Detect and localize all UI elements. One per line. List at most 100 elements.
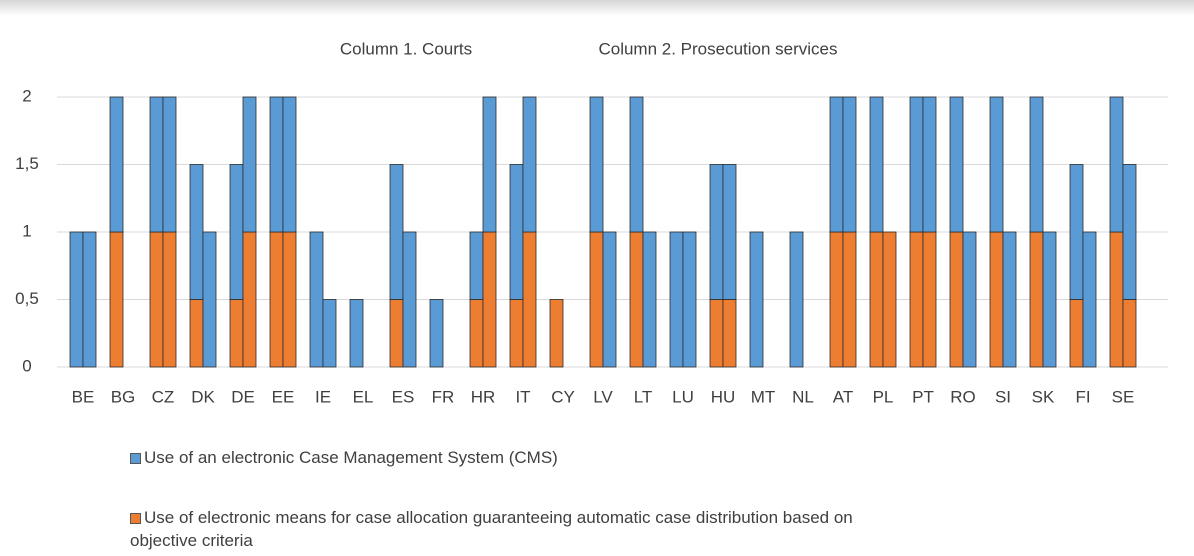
bar-segment xyxy=(1029,96,1044,233)
legend-item: Use of electronic means for case allocat… xyxy=(130,506,890,552)
bar-segment xyxy=(909,96,924,233)
bar-segment xyxy=(589,231,604,368)
y-tick-label: 1 xyxy=(22,221,31,240)
bar-segment xyxy=(282,231,297,368)
bar-segment xyxy=(482,96,497,233)
x-tick-label: IT xyxy=(515,387,530,406)
x-tick-label: HU xyxy=(711,387,736,406)
legend-item: Use of an electronic Case Management Sys… xyxy=(130,446,890,469)
bar-segment xyxy=(69,231,84,368)
x-tick-label: EL xyxy=(353,387,374,406)
x-tick-label: HR xyxy=(471,387,496,406)
bar-segment xyxy=(389,164,404,300)
legend-swatch xyxy=(130,453,141,464)
bar-segment xyxy=(269,96,284,233)
x-tick-label: ES xyxy=(392,387,415,406)
bar-segment xyxy=(469,299,484,368)
bar-segment xyxy=(149,231,164,368)
bar-segment xyxy=(322,299,337,368)
column-header: Column 2. Prosecution services xyxy=(598,39,837,58)
bar-segment xyxy=(842,96,857,233)
legend-label: Use of electronic means for case allocat… xyxy=(130,508,853,550)
bar-segment xyxy=(242,231,257,368)
bar-segment xyxy=(149,96,164,233)
bar-segment xyxy=(709,299,724,368)
bar-segment xyxy=(1082,231,1097,368)
bar-segment xyxy=(869,96,884,233)
bar-segment xyxy=(242,96,257,233)
y-tick-label: 2 xyxy=(22,86,31,105)
bar-segment xyxy=(589,96,604,233)
legend-label: Use of an electronic Case Management Sys… xyxy=(144,448,558,467)
bar-segment xyxy=(109,231,124,368)
x-tick-label: SI xyxy=(995,387,1011,406)
x-tick-label: FR xyxy=(432,387,455,406)
bar-segment xyxy=(869,231,884,368)
bar-segment xyxy=(949,96,964,233)
bar-segment xyxy=(482,231,497,368)
x-tick-label: LV xyxy=(593,387,613,406)
bar-segment xyxy=(549,299,564,368)
bar-segment xyxy=(229,299,244,368)
bar-segment xyxy=(962,231,977,368)
bar-segment xyxy=(1069,299,1084,368)
x-tick-label: PL xyxy=(873,387,894,406)
bar-segment xyxy=(429,299,444,368)
bar-segment xyxy=(1109,231,1124,368)
bar-segment xyxy=(909,231,924,368)
bar-segment xyxy=(922,96,937,233)
bar-segment xyxy=(749,231,764,368)
bar-segment xyxy=(389,299,404,368)
x-tick-label: LU xyxy=(672,387,694,406)
x-tick-label: SE xyxy=(1112,387,1135,406)
bar-segment xyxy=(709,164,724,300)
x-tick-label: NL xyxy=(792,387,814,406)
x-tick-label: BG xyxy=(111,387,136,406)
bar-segment xyxy=(509,164,524,300)
bar-segment xyxy=(1069,164,1084,300)
bar-segment xyxy=(82,231,97,368)
bar-segment xyxy=(509,299,524,368)
bar-segment xyxy=(189,299,204,368)
bar-segment xyxy=(989,96,1004,233)
x-tick-label: DE xyxy=(231,387,255,406)
bar-segment xyxy=(202,231,217,368)
bar-segment xyxy=(1002,231,1017,368)
y-tick-label: 1,5 xyxy=(15,154,39,173)
legend-swatch xyxy=(130,513,141,524)
bar-segment xyxy=(1109,96,1124,233)
chart: 0 0,5 1 1,5 2 Column 1. Courts Column 2. Prose… xyxy=(15,39,1168,406)
top-shadow xyxy=(0,0,1194,16)
bar-segment xyxy=(162,231,177,368)
bar-segment xyxy=(842,231,857,368)
bar-segment xyxy=(882,231,897,368)
y-tick-label: 0 xyxy=(22,356,31,375)
bar-segment xyxy=(1042,231,1057,368)
x-tick-label: CZ xyxy=(152,387,175,406)
bar-segment xyxy=(669,231,684,368)
bar-segment xyxy=(282,96,297,233)
x-tick-label: LT xyxy=(634,387,653,406)
bar-segment xyxy=(349,299,364,368)
bar-segment xyxy=(722,164,737,300)
bar-segment xyxy=(629,231,644,368)
x-tick-label: AT xyxy=(833,387,853,406)
bar-segment xyxy=(469,231,484,300)
bar-segment xyxy=(989,231,1004,368)
bar-segment xyxy=(522,231,537,368)
bar-segment xyxy=(722,299,737,368)
bar-segment xyxy=(1122,299,1137,368)
bar-segment xyxy=(949,231,964,368)
bar-segment xyxy=(602,231,617,368)
bar-segment xyxy=(642,231,657,368)
x-tick-label: IE xyxy=(315,387,331,406)
bar-segment xyxy=(789,231,804,368)
bar-segment xyxy=(1029,231,1044,368)
bar-segment xyxy=(682,231,697,368)
x-tick-label: DK xyxy=(191,387,215,406)
x-tick-label: PT xyxy=(912,387,934,406)
x-tick-label: BE xyxy=(72,387,95,406)
bar-segment xyxy=(162,96,177,233)
x-tick-label: SK xyxy=(1032,387,1055,406)
